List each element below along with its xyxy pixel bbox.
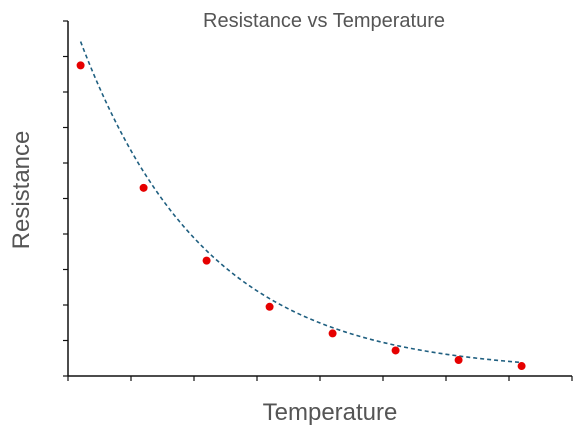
data-point-0 [76,61,85,70]
data-points [76,61,526,371]
data-point-5 [391,346,400,355]
data-point-6 [454,356,463,365]
data-point-3 [265,302,274,311]
chart-title: Resistance vs Temperature [203,10,445,32]
x-axis-label: Temperature [263,399,398,426]
trend-curve [79,41,522,364]
axis-ticks [63,20,573,381]
y-axis-label: Resistance [8,131,35,250]
data-point-4 [328,329,337,338]
data-point-1 [139,183,148,192]
data-point-7 [517,362,526,371]
data-point-2 [202,256,211,265]
